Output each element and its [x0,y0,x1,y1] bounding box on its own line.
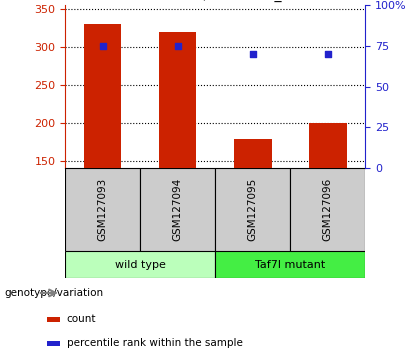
Bar [65,251,215,278]
Text: count: count [67,314,96,325]
Point [325,51,331,57]
Bar [234,139,272,168]
Bar [65,168,140,251]
Text: GSM127094: GSM127094 [173,178,183,241]
Bar [84,24,121,168]
Bar [47,317,60,322]
Bar [309,123,346,168]
Text: GSM127096: GSM127096 [323,178,333,241]
Text: GSM127093: GSM127093 [97,178,108,241]
Point [249,51,256,57]
Point [174,43,181,49]
Bar [290,168,365,251]
Text: GSM127095: GSM127095 [248,178,258,241]
Bar [215,168,290,251]
Title: GDS2857 / 1417612_at: GDS2857 / 1417612_at [134,0,296,1]
Text: Taf7l mutant: Taf7l mutant [255,259,326,270]
Bar [159,32,197,168]
Text: percentile rank within the sample: percentile rank within the sample [67,338,242,348]
Text: genotype/variation: genotype/variation [4,288,103,298]
Point [99,43,106,49]
Bar [47,341,60,346]
Bar [215,251,365,278]
Text: wild type: wild type [115,259,165,270]
Bar [140,168,215,251]
